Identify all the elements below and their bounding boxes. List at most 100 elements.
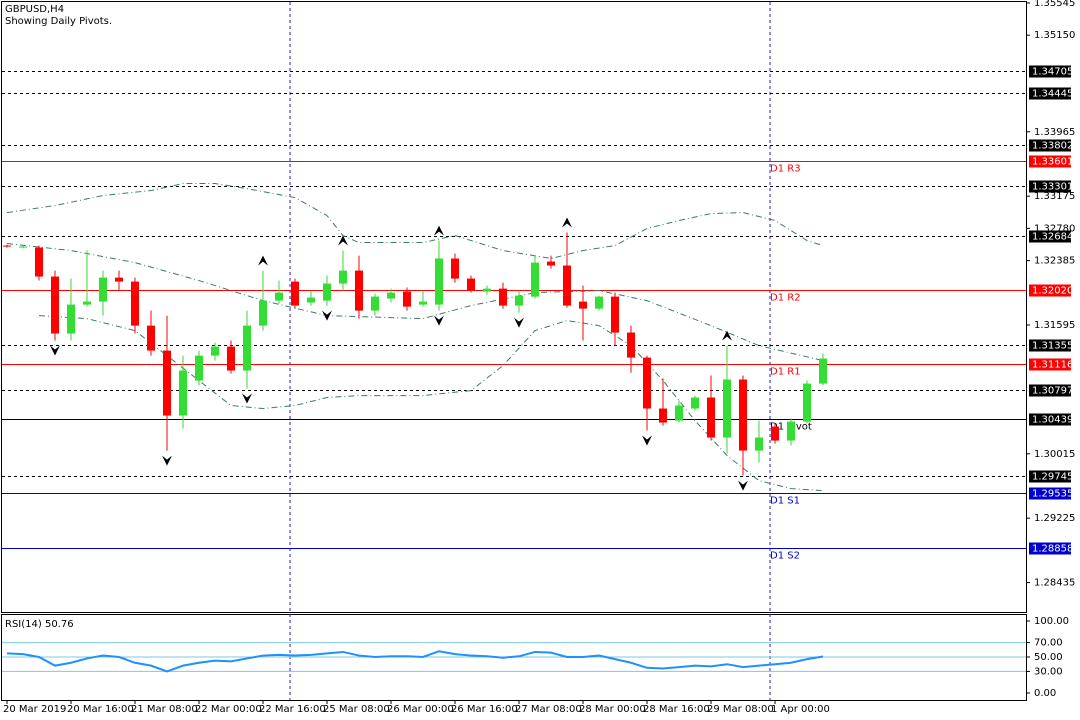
y-tick-label: 1.28435 [1034, 578, 1075, 589]
chart-title: GBPUSD,H4 [5, 4, 64, 15]
candle-body [579, 301, 587, 309]
y-tick-label: 1.30015 [1034, 449, 1075, 460]
candle-body [803, 383, 811, 422]
x-tick-label: 27 Mar 08:00 [515, 704, 582, 715]
x-tick-label: 22 Mar 00:00 [195, 704, 262, 715]
y-tick-label: 1.35545 [1034, 0, 1075, 9]
band-line [6, 183, 824, 260]
level-box [1029, 487, 1071, 500]
level-box [1029, 87, 1071, 100]
candle-body [499, 288, 507, 306]
candle-body [595, 296, 603, 309]
level-box [1029, 413, 1071, 426]
fractal-down [642, 435, 652, 446]
candle-body [51, 276, 59, 334]
fractal-down [514, 317, 524, 328]
candle-body [3, 245, 11, 247]
candle-body [99, 277, 107, 302]
candle-body [787, 421, 795, 441]
x-tick-label: 22 Mar 16:00 [259, 704, 326, 715]
level-label: 1.30797 [1032, 386, 1073, 397]
level-label: 1.34445 [1032, 89, 1073, 100]
candle-body [675, 405, 683, 421]
rsi-tick-label: 0.00 [1034, 688, 1056, 699]
pivot-name: D1 R1 [770, 367, 801, 378]
candle-body [771, 426, 779, 441]
level-label: 1.29535 [1032, 489, 1073, 500]
level-box [1029, 230, 1071, 243]
pivot-name: D1 R2 [770, 293, 801, 304]
y-tick-label: 1.35150 [1034, 30, 1075, 41]
candle-body [83, 301, 91, 305]
x-tick-label: 20 Mar 16:00 [67, 704, 134, 715]
candle-body [115, 277, 123, 282]
x-tick-label: 1 Apr 00:00 [771, 704, 830, 715]
level-box [1029, 65, 1071, 78]
candle-body [659, 408, 667, 423]
rsi-tick-label: 100.00 [1034, 616, 1069, 627]
pivot-name: D1 S1 [770, 496, 800, 507]
candle-body [371, 296, 379, 311]
candle-body [35, 247, 43, 277]
level-label: 1.31116 [1032, 360, 1073, 371]
x-tick-label: 20 Mar 2019 [3, 704, 66, 715]
candle-body [323, 283, 331, 301]
y-tick-label: 1.33175 [1034, 191, 1075, 202]
fractal-up [722, 330, 732, 341]
pivot-name: D1 R3 [770, 164, 801, 175]
candle-body [707, 397, 715, 438]
candle-body [19, 246, 27, 248]
level-box [1029, 542, 1071, 555]
fractal-down [162, 455, 172, 466]
candle-body [195, 355, 203, 381]
level-label: 1.33802 [1032, 141, 1073, 152]
candle-body [147, 325, 155, 351]
level-box [1029, 139, 1071, 152]
candle-body [339, 270, 347, 284]
level-box [1029, 155, 1071, 168]
candle-body [627, 332, 635, 358]
fractal-down [322, 310, 332, 321]
level-label: 1.31355 [1032, 341, 1073, 352]
y-tick-label: 1.33965 [1034, 127, 1075, 138]
candle-body [131, 281, 139, 326]
candle-body [403, 291, 411, 307]
x-tick-label: 28 Mar 00:00 [579, 704, 646, 715]
level-box [1029, 358, 1071, 371]
x-tick-label: 29 Mar 08:00 [707, 704, 774, 715]
candle-body [467, 278, 475, 291]
candle-body [243, 325, 251, 371]
candle-body [355, 270, 363, 311]
level-box [1029, 339, 1071, 352]
candle-body [275, 292, 283, 301]
fractal-down [738, 480, 748, 491]
candle-body [547, 261, 555, 266]
rsi-label: RSI(14) 50.76 [5, 619, 74, 630]
candle-body [387, 292, 395, 299]
candle-body [643, 357, 651, 409]
pivot-name: D1 S2 [770, 551, 800, 562]
level-box [1029, 384, 1071, 397]
fractal-down [434, 315, 444, 326]
candle-body [483, 288, 491, 292]
candle-body [179, 370, 187, 416]
candle-body [531, 262, 539, 297]
candle-body [739, 379, 747, 451]
candle-body [723, 379, 731, 438]
candle-body [163, 350, 171, 416]
rsi-tick-label: 30.00 [1034, 666, 1063, 677]
fractal-down [50, 345, 60, 356]
main-pane [1, 1, 1027, 613]
candle-body [227, 346, 235, 371]
band-line [38, 315, 824, 492]
candle-body [419, 301, 427, 305]
fractal-down [242, 393, 252, 404]
candle-body [515, 295, 523, 306]
level-box [1029, 470, 1071, 483]
candle-body [451, 258, 459, 279]
candle-body [691, 397, 699, 409]
candle-body [67, 304, 75, 334]
level-label: 1.34705 [1032, 67, 1073, 78]
level-box [1029, 180, 1071, 193]
